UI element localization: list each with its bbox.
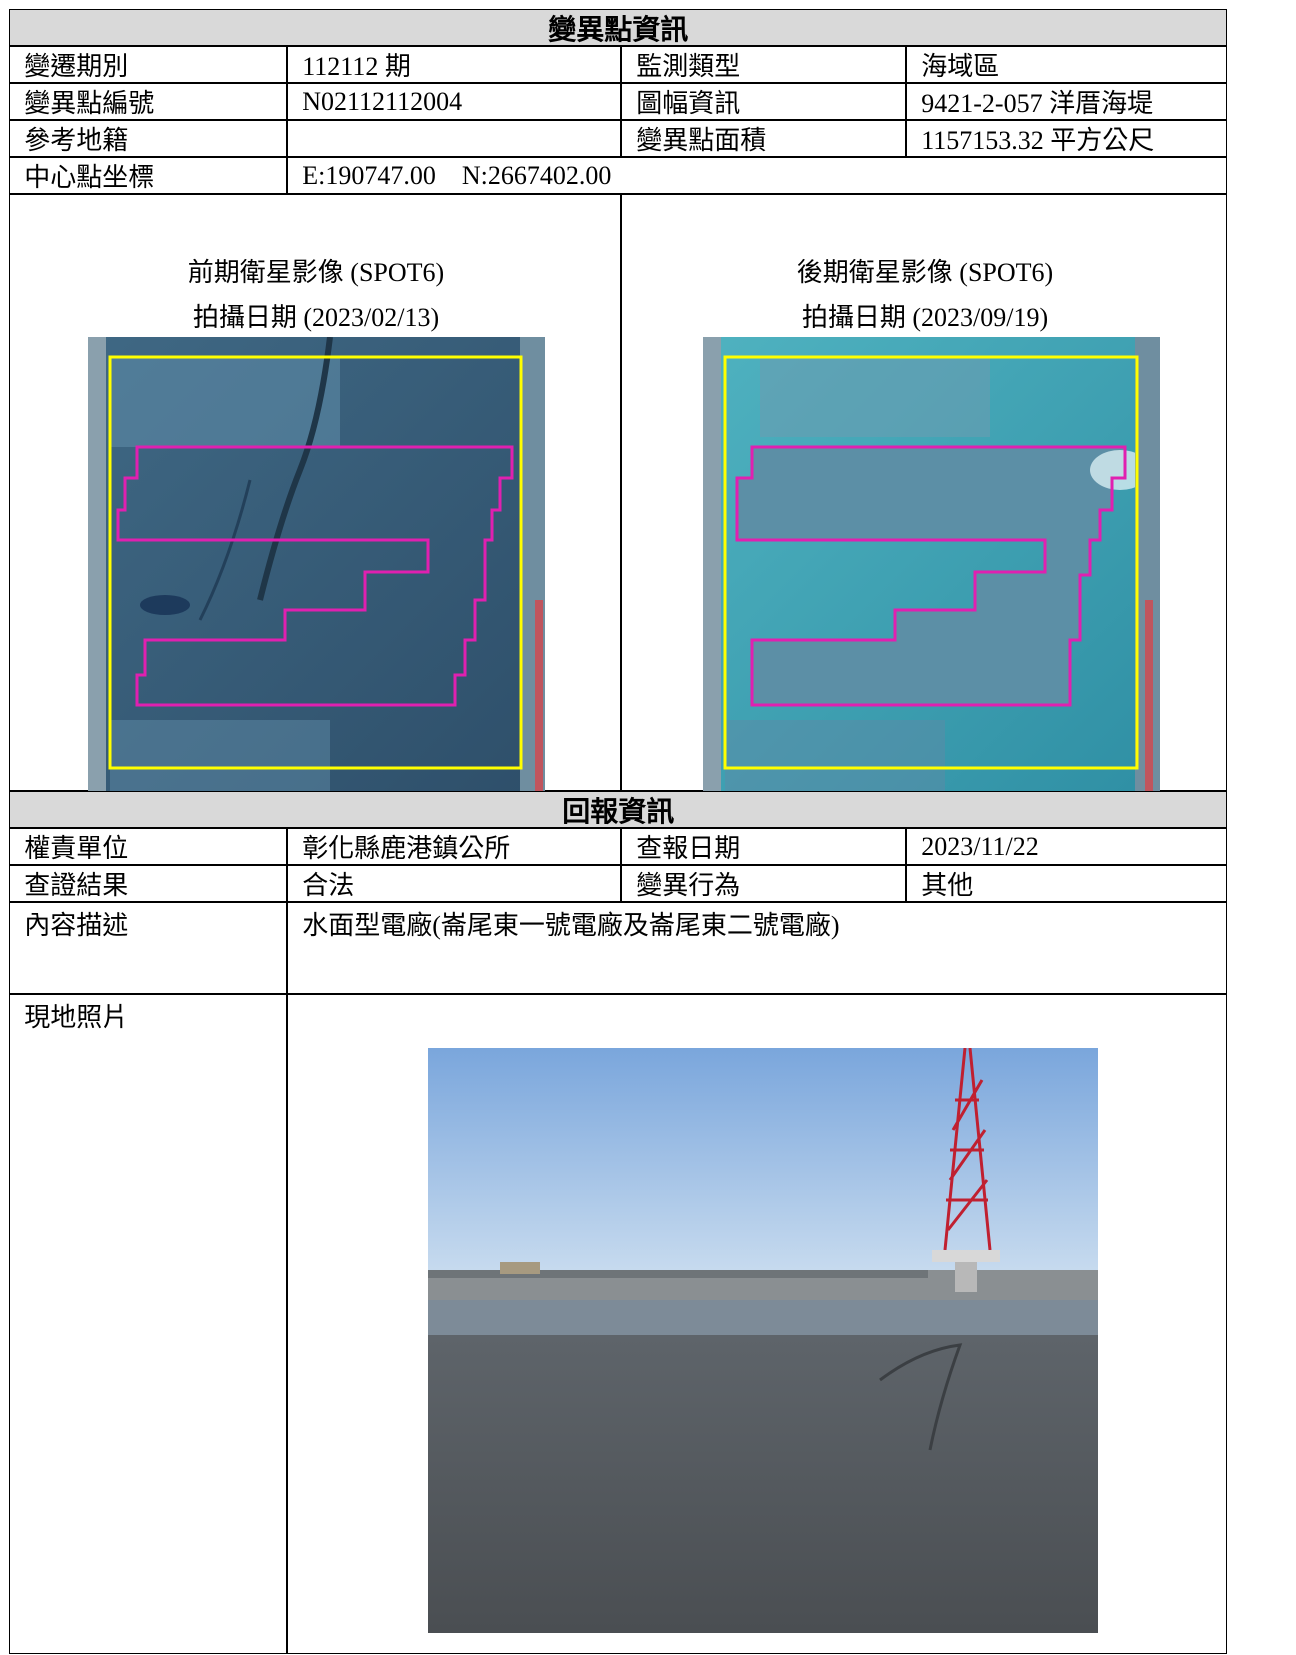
- value: E:190747.00 N:2667402.00: [287, 157, 1228, 195]
- label: 變異點編號: [9, 83, 288, 121]
- value: 112112 期: [287, 46, 622, 84]
- image-title: 前期衛星影像 (SPOT6): [187, 258, 445, 287]
- value: 1157153.32 平方公尺: [906, 120, 1228, 158]
- image-date: 拍攝日期 (2023/09/19): [801, 303, 1049, 332]
- label: 中心點坐標: [9, 157, 288, 195]
- satellite-image-after: [703, 337, 1160, 792]
- value: 其他: [906, 865, 1228, 903]
- label: 參考地籍: [9, 120, 288, 158]
- label: 圖幅資訊: [621, 83, 907, 121]
- site-photo: [428, 1048, 1098, 1633]
- value: [287, 120, 622, 158]
- value: N02112112004: [287, 83, 622, 121]
- value: 海域區: [906, 46, 1228, 84]
- value: 2023/11/22: [906, 828, 1228, 866]
- image-date: 拍攝日期 (2023/02/13): [192, 303, 440, 332]
- label: 查證結果: [9, 865, 288, 903]
- value: 彰化縣鹿港鎮公所: [287, 828, 622, 866]
- label: 查報日期: [621, 828, 907, 866]
- label: 權責單位: [9, 828, 288, 866]
- label: 現地照片: [9, 994, 288, 1655]
- label: 內容描述: [9, 902, 288, 995]
- value: 9421-2-057 洋厝海堤: [906, 83, 1228, 121]
- satellite-image-before: [88, 337, 545, 792]
- label: 監測類型: [621, 46, 907, 84]
- label: 變異行為: [621, 865, 907, 903]
- value: 合法: [287, 865, 622, 903]
- value: 水面型電廠(崙尾東一號電廠及崙尾東二號電廠): [287, 902, 1228, 995]
- section-header: 回報資訊: [9, 791, 1228, 829]
- label: 變異點面積: [621, 120, 907, 158]
- section-header: 變異點資訊: [9, 9, 1228, 47]
- image-title: 後期衛星影像 (SPOT6): [796, 258, 1054, 287]
- photo-cell: [287, 994, 1228, 1655]
- label: 變遷期別: [9, 46, 288, 84]
